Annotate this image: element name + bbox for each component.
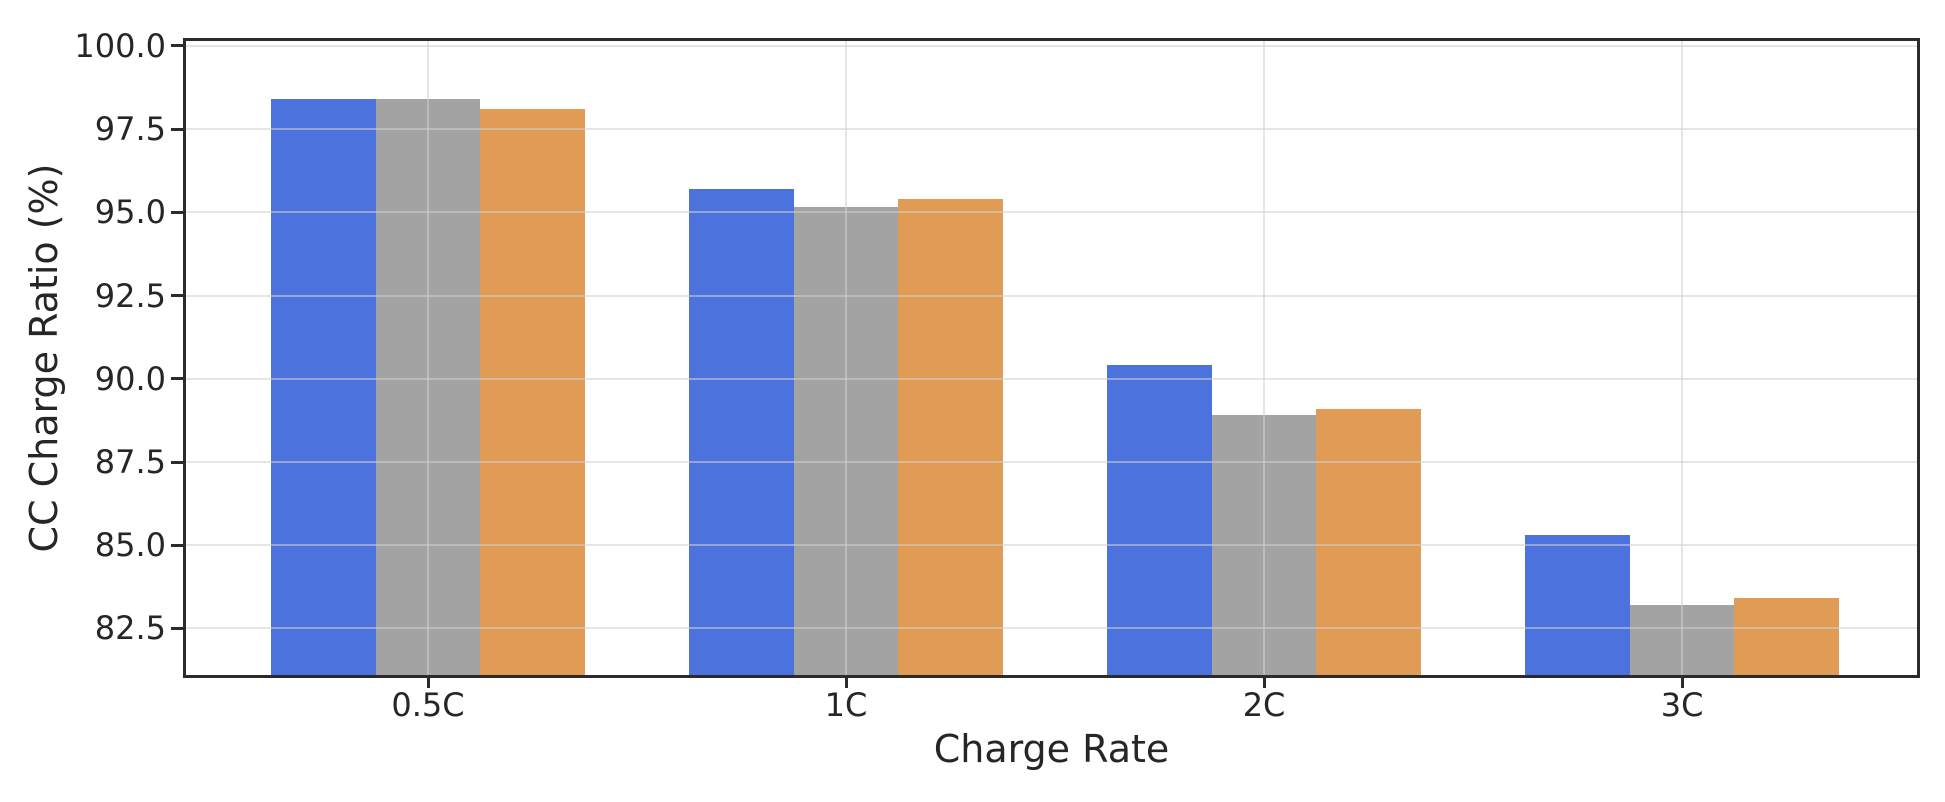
y-tick-mark [171,127,186,131]
x-axis-label: Charge Rate [933,727,1170,771]
y-tick-label: 97.5 [94,110,166,149]
y-tick-label: 90.0 [94,359,166,398]
y-tick-mark [171,543,186,547]
x-gridline [1263,41,1266,675]
x-tick-label: 1C [824,686,868,724]
y-tick-label: 85.0 [94,526,166,565]
y-axis-label: CC Charge Ratio (%) [22,163,66,553]
y-gridline [186,128,1917,131]
bar-orange-1C [898,199,1003,675]
bar-blue-0.5C [271,99,376,675]
y-tick-mark [171,294,186,298]
y-gridline [186,44,1917,47]
y-tick-mark [171,44,186,48]
bar-blue-1C [689,189,794,675]
y-gridline [186,461,1917,463]
x-gridline [845,41,848,675]
y-gridline [186,544,1917,547]
y-gridline [186,294,1917,297]
y-gridline [186,627,1917,630]
y-tick-mark [171,377,186,381]
plot-area [186,41,1917,675]
x-gridline [1681,41,1684,675]
x-tick-label: 2C [1242,686,1286,724]
y-tick-label: 92.5 [94,276,166,315]
x-tick-mark [844,677,848,688]
x-tick-label: 3C [1660,686,1704,724]
y-tick-label: 82.5 [94,609,166,648]
x-gridline [427,41,430,675]
y-tick-mark [171,460,186,464]
bar-orange-3C [1734,598,1839,675]
bar-blue-2C [1107,365,1212,675]
y-tick-mark [171,626,186,630]
x-tick-mark [1262,677,1266,688]
x-tick-label: 0.5C [391,686,465,724]
bar-blue-3C [1525,535,1630,675]
y-gridline [186,211,1917,214]
bar-orange-0.5C [480,109,585,675]
y-tick-label: 95.0 [94,193,166,232]
y-tick-mark [171,210,186,214]
y-tick-label: 100.0 [74,26,166,65]
x-tick-mark [1680,677,1684,688]
y-tick-label: 87.5 [94,443,166,481]
y-gridline [186,377,1917,380]
bar-orange-2C [1316,408,1421,675]
x-tick-mark [426,677,430,688]
